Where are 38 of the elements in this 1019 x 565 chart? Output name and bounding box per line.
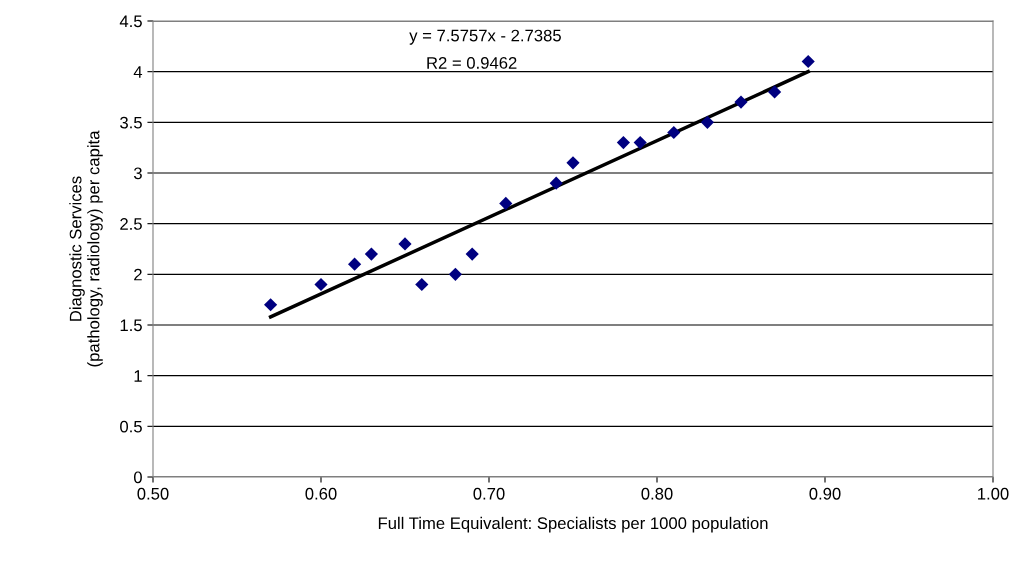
point <box>499 196 513 210</box>
point <box>566 156 580 170</box>
y-tick-label: 4 <box>133 66 143 78</box>
y-axis-title: Diagnostic Services (pathology, radiology) per capita <box>69 130 103 367</box>
y-tick-label: 1.5 <box>120 319 142 332</box>
y-tick-label: 0.5 <box>120 420 142 433</box>
annotation: y = 7.5757x - 2.7385 <box>409 29 561 45</box>
point <box>314 277 328 292</box>
x-tick-label: 1.00 <box>978 487 1009 500</box>
point <box>667 125 681 140</box>
point <box>616 136 630 150</box>
point <box>364 247 378 261</box>
point <box>768 85 782 99</box>
y-tick-label: 1 <box>134 370 142 382</box>
point <box>348 257 362 271</box>
point <box>398 237 412 251</box>
y-tick-label: 2 <box>134 268 142 281</box>
point <box>448 267 462 281</box>
x-axis-title: Full Time Equivalent: Specialists per 1000 population <box>378 516 768 533</box>
x-tick-label: 0.80 <box>641 487 673 500</box>
x-tick-label: 0.90 <box>809 487 841 500</box>
annotation: R2 = 0.9462 <box>427 56 517 69</box>
point <box>465 247 479 261</box>
point <box>801 54 815 69</box>
point <box>633 136 647 150</box>
y-tick-label: 4.5 <box>119 15 142 28</box>
y-tick-label: 2.5 <box>120 218 142 230</box>
x-tick-label: 0.50 <box>137 487 169 500</box>
y-tick-label: 3.5 <box>120 116 142 129</box>
point <box>264 298 278 312</box>
point <box>415 277 429 292</box>
point <box>700 115 714 129</box>
point <box>734 95 748 109</box>
y-tick-label: 3 <box>133 167 142 180</box>
x-tick-label: 0.70 <box>473 487 505 500</box>
y-tick-label: 0 <box>133 471 142 484</box>
x-tick-label: 0.60 <box>305 487 337 500</box>
point <box>549 176 563 190</box>
